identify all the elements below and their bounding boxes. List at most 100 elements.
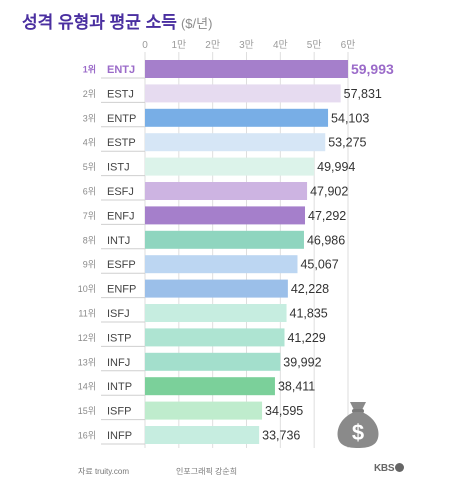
value-label: 54,103 [331, 111, 369, 125]
bar-row: 8위 INTJ 46,986 [83, 230, 345, 250]
rank-label: 9위 [83, 260, 96, 270]
rank-label: 16위 [78, 431, 96, 441]
category-label: ENTP [107, 113, 136, 125]
title-text: 성격 유형과 평균 소득 [22, 13, 177, 32]
bar-row: 14위 INTP 38,411 [78, 377, 315, 396]
x-tick-label: 6만 [341, 39, 356, 51]
bar [145, 401, 263, 420]
bar-row: 1위 ENTJ 59,993 [83, 60, 394, 79]
title-unit: ($/년) [180, 16, 213, 31]
rank-label: 6위 [83, 187, 96, 197]
kbs-logo: KBS [374, 463, 405, 474]
bar [145, 84, 341, 103]
bar-row: 6위 ESFJ 47,902 [83, 182, 348, 201]
rank-label: 4위 [83, 138, 96, 148]
bar-row: 4위 ESTP 53,275 [83, 133, 367, 152]
bar [145, 304, 287, 322]
category-label: ESFP [107, 259, 136, 271]
value-label: 41,835 [290, 307, 328, 321]
rank-label: 3위 [83, 113, 96, 123]
bar [145, 230, 304, 249]
bar [145, 60, 348, 78]
bar-row: 2위 ESTJ 57,831 [83, 84, 382, 103]
bar [145, 255, 298, 274]
value-label: 38,411 [278, 380, 315, 394]
x-tick-label: 1만 [171, 39, 186, 51]
rank-label: 8위 [83, 235, 96, 245]
category-label: ESFJ [107, 186, 134, 198]
source-note: 자료 truity.com [78, 467, 130, 476]
bar-row: 9위 ESFP 45,067 [83, 255, 339, 274]
bar-row: 13위 INFJ 39,992 [78, 352, 322, 372]
x-tick-label: 4만 [273, 39, 288, 51]
x-tick-label: 2만 [205, 39, 220, 51]
credit-note: 인포그래픽 강순희 [176, 467, 238, 476]
category-label: ISTJ [107, 162, 130, 174]
rank-label: 2위 [83, 89, 96, 99]
bar [145, 377, 275, 396]
value-label: 53,275 [328, 136, 366, 150]
bar-row: 16위 INFP 33,736 [78, 426, 300, 445]
category-label: INTJ [107, 235, 130, 247]
category-label: ENFP [107, 284, 136, 296]
category-label: INTP [107, 381, 132, 393]
value-label: 34,595 [265, 404, 303, 418]
value-label: 59,993 [351, 61, 394, 77]
value-label: 47,902 [310, 185, 348, 199]
bar [145, 328, 285, 347]
bar-rows: 1위 ENTJ 59,993 2위 ESTJ 57,831 3위 ENTP 54,103 4위 ES… [78, 60, 394, 445]
bar [145, 157, 315, 176]
rank-label: 11위 [78, 309, 96, 319]
category-label: ISTP [107, 332, 131, 344]
category-label: ISFJ [107, 308, 130, 320]
x-tick-label: 0 [142, 40, 148, 51]
value-label: 57,831 [344, 87, 382, 101]
x-axis-ticks: 0 1만 2만 3만 4만 5만 6만 [142, 39, 355, 51]
rank-label: 15위 [78, 406, 96, 416]
bar-row: 10위 ENFP 42,228 [78, 279, 329, 299]
x-tick-label: 5만 [307, 39, 322, 51]
chart-title: 성격 유형과 평균 소득 ($/년) [22, 8, 212, 33]
rank-label: 5위 [83, 162, 96, 172]
bar [145, 133, 326, 152]
category-label: ENTJ [107, 64, 135, 76]
rank-label: 13위 [78, 357, 96, 367]
value-label: 42,228 [291, 282, 329, 296]
rank-label: 7위 [83, 211, 96, 221]
value-label: 41,229 [287, 331, 325, 345]
bar-row: 15위 ISFP 34,595 [78, 401, 303, 421]
rank-label: 10위 [78, 284, 96, 294]
bar-row: 11위 ISFJ 41,835 [78, 304, 328, 323]
bar [145, 206, 306, 225]
category-label: ESTP [107, 137, 136, 149]
bar-chart: 0 1만 2만 3만 4만 5만 6만 1위 ENTJ 59,993 2위 ESTJ 57,831 3위… [78, 39, 394, 448]
bar-row: 7위 ENFJ 47,292 [83, 206, 346, 225]
bar [145, 108, 329, 127]
value-label: 49,994 [317, 160, 355, 174]
value-label: 46,986 [307, 233, 345, 247]
value-label: 45,067 [300, 258, 338, 272]
rank-label: 14위 [78, 382, 96, 392]
bar [145, 352, 281, 371]
bar [145, 182, 308, 200]
money-bag-icon: $ [337, 402, 379, 448]
svg-text:$: $ [352, 420, 364, 445]
bar-row: 3위 ENTP 54,103 [83, 108, 369, 128]
value-label: 39,992 [283, 355, 321, 369]
category-label: ISFP [107, 406, 131, 418]
category-label: ENFJ [107, 210, 135, 222]
category-label: INFP [107, 430, 132, 442]
category-label: INFJ [107, 357, 130, 369]
bar-row: 5위 ISTJ 49,994 [83, 157, 355, 177]
bar [145, 426, 260, 444]
value-label: 47,292 [308, 209, 346, 223]
rank-label: 12위 [78, 333, 96, 343]
logo-mark-icon [395, 463, 405, 472]
x-tick-label: 3만 [239, 39, 254, 51]
bar [145, 279, 288, 298]
logo-text: KBS [374, 463, 395, 474]
bar-row: 12위 ISTP 41,229 [78, 328, 326, 347]
value-label: 33,736 [262, 429, 300, 443]
rank-label: 1위 [83, 64, 96, 75]
category-label: ESTJ [107, 88, 134, 100]
